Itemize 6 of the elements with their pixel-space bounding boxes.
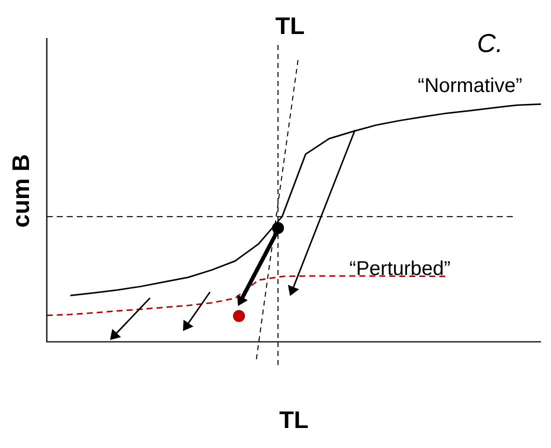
x-axis-title: TL: [279, 407, 309, 434]
series-label: “Normative”: [418, 75, 522, 97]
text: C.: [477, 28, 503, 58]
y-axis-title: cum B: [8, 154, 36, 228]
text: TL: [275, 13, 305, 40]
series-label: “Perturbed”: [349, 258, 451, 280]
